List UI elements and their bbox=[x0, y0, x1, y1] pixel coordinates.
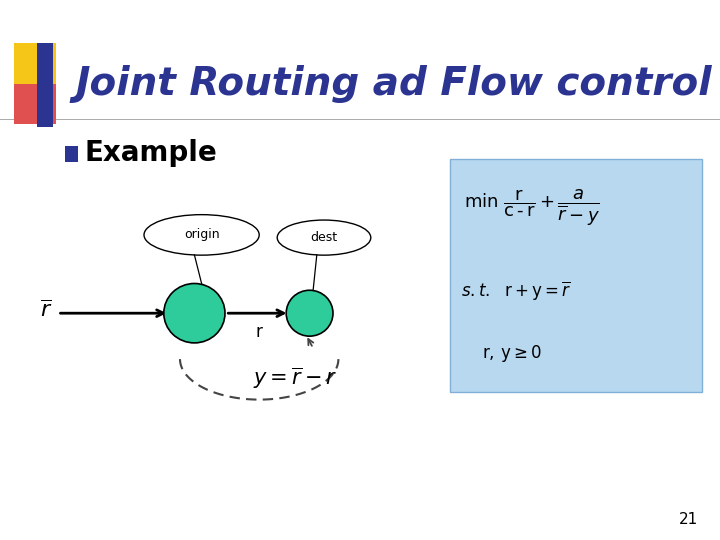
Text: Joint Routing ad Flow control: Joint Routing ad Flow control bbox=[76, 65, 712, 103]
Text: $\mathrm{r,\, y} \geq 0$: $\mathrm{r,\, y} \geq 0$ bbox=[482, 343, 542, 364]
Text: $\mathrm{min}\ \dfrac{\mathrm{r}}{\mathrm{c\,\text{-}\,r}} + \dfrac{a}{\overline: $\mathrm{min}\ \dfrac{\mathrm{r}}{\mathr… bbox=[464, 188, 600, 228]
Bar bbox=[65, 146, 78, 162]
Ellipse shape bbox=[277, 220, 371, 255]
Text: $\overline{r}$: $\overline{r}$ bbox=[40, 300, 52, 321]
FancyBboxPatch shape bbox=[450, 159, 702, 392]
Text: $y = \overline{r} - r$: $y = \overline{r} - r$ bbox=[253, 366, 338, 390]
Text: 21: 21 bbox=[679, 511, 698, 526]
Text: r: r bbox=[256, 323, 263, 341]
Text: Example: Example bbox=[85, 139, 217, 167]
Text: $s.t.\ \ \mathrm{r} + \mathrm{y} = \overline{r}$: $s.t.\ \ \mathrm{r} + \mathrm{y} = \over… bbox=[461, 280, 571, 303]
Ellipse shape bbox=[164, 284, 225, 343]
Bar bbox=[14, 43, 56, 84]
Ellipse shape bbox=[144, 215, 259, 255]
Text: dest: dest bbox=[310, 231, 338, 244]
Bar bbox=[14, 84, 56, 124]
Bar bbox=[37, 43, 53, 127]
Ellipse shape bbox=[287, 291, 333, 336]
Text: origin: origin bbox=[184, 228, 220, 241]
